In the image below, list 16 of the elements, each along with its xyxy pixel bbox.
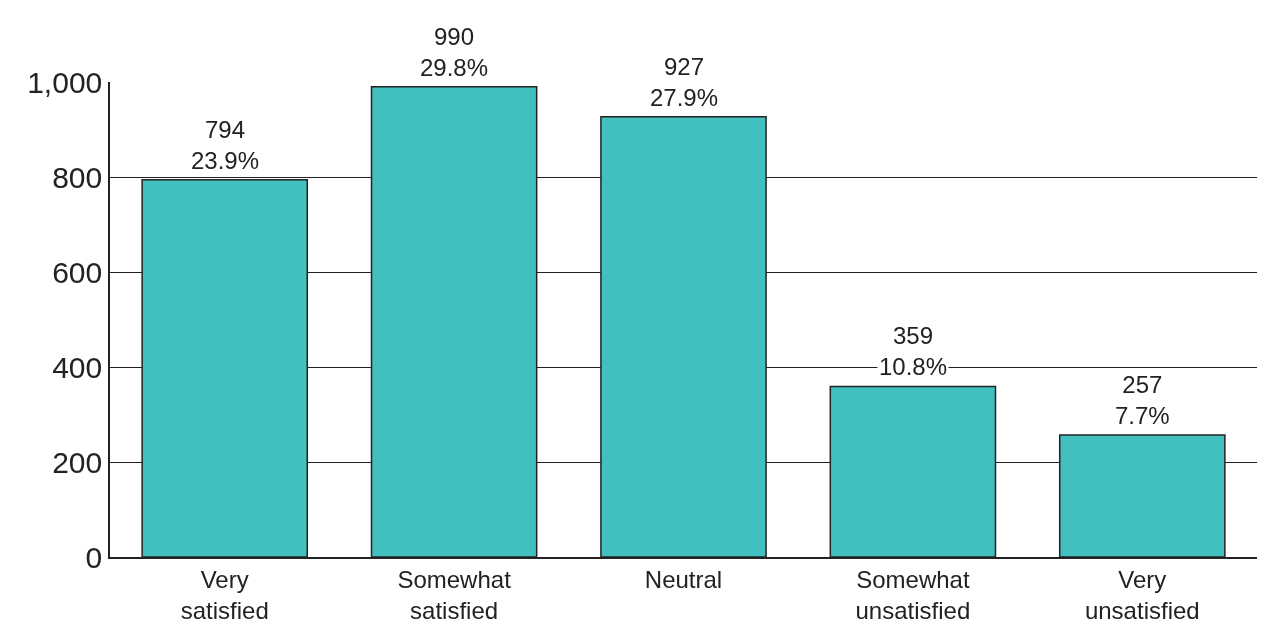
- y-tick-label: 800: [52, 160, 103, 194]
- y-tick-label: 1,000: [27, 65, 103, 99]
- x-tick-label: Very satisfied: [180, 565, 269, 624]
- y-tick-label: 0: [85, 540, 103, 574]
- x-tick-label: Neutral: [644, 565, 723, 593]
- data-label: 990 29.8%: [420, 23, 489, 82]
- x-tick-label: Somewhat unsatisfied: [855, 565, 971, 624]
- data-label: 927 27.9%: [650, 53, 719, 112]
- y-tick-label: 600: [52, 255, 103, 289]
- x-tick-label: Somewhat satisfied: [397, 565, 512, 624]
- y-tick-label: 200: [52, 445, 103, 479]
- y-tick-label: 400: [52, 350, 103, 384]
- data-label: 359 10.8%: [879, 322, 948, 381]
- data-label: 794 23.9%: [191, 116, 260, 175]
- x-tick-label: Very unsatisfied: [1084, 565, 1200, 624]
- data-label: 257 7.7%: [1115, 371, 1170, 430]
